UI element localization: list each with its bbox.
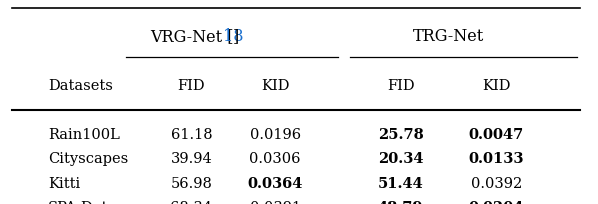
Text: Cityscapes: Cityscapes <box>48 152 128 166</box>
Text: 25.78: 25.78 <box>378 128 423 142</box>
Text: 61.18: 61.18 <box>170 128 212 142</box>
Text: 0.0391: 0.0391 <box>249 201 301 204</box>
Text: 0.0047: 0.0047 <box>469 128 524 142</box>
Text: 0.0392: 0.0392 <box>471 177 522 191</box>
Text: 0.0306: 0.0306 <box>249 152 301 166</box>
Text: FID: FID <box>178 79 205 93</box>
Text: 68.34: 68.34 <box>170 201 212 204</box>
Text: 51.44: 51.44 <box>378 177 423 191</box>
Text: 0.0204: 0.0204 <box>469 201 524 204</box>
Text: 39.94: 39.94 <box>170 152 212 166</box>
Text: SPA-Data: SPA-Data <box>48 201 117 204</box>
Text: 20.34: 20.34 <box>378 152 423 166</box>
Text: TRG-Net: TRG-Net <box>413 28 484 45</box>
Text: FID: FID <box>387 79 414 93</box>
Text: Datasets: Datasets <box>48 79 112 93</box>
Text: 0.0364: 0.0364 <box>248 177 303 191</box>
Text: 56.98: 56.98 <box>170 177 212 191</box>
Text: KID: KID <box>261 79 289 93</box>
Text: VRG-Net [: VRG-Net [ <box>150 28 233 45</box>
Text: 0.0196: 0.0196 <box>249 128 301 142</box>
Text: Kitti: Kitti <box>48 177 80 191</box>
Text: ]: ] <box>233 28 239 45</box>
Text: KID: KID <box>482 79 511 93</box>
Text: 0.0133: 0.0133 <box>469 152 524 166</box>
Text: 48.79: 48.79 <box>378 201 423 204</box>
Text: Rain100L: Rain100L <box>48 128 120 142</box>
Text: 18: 18 <box>223 28 243 45</box>
